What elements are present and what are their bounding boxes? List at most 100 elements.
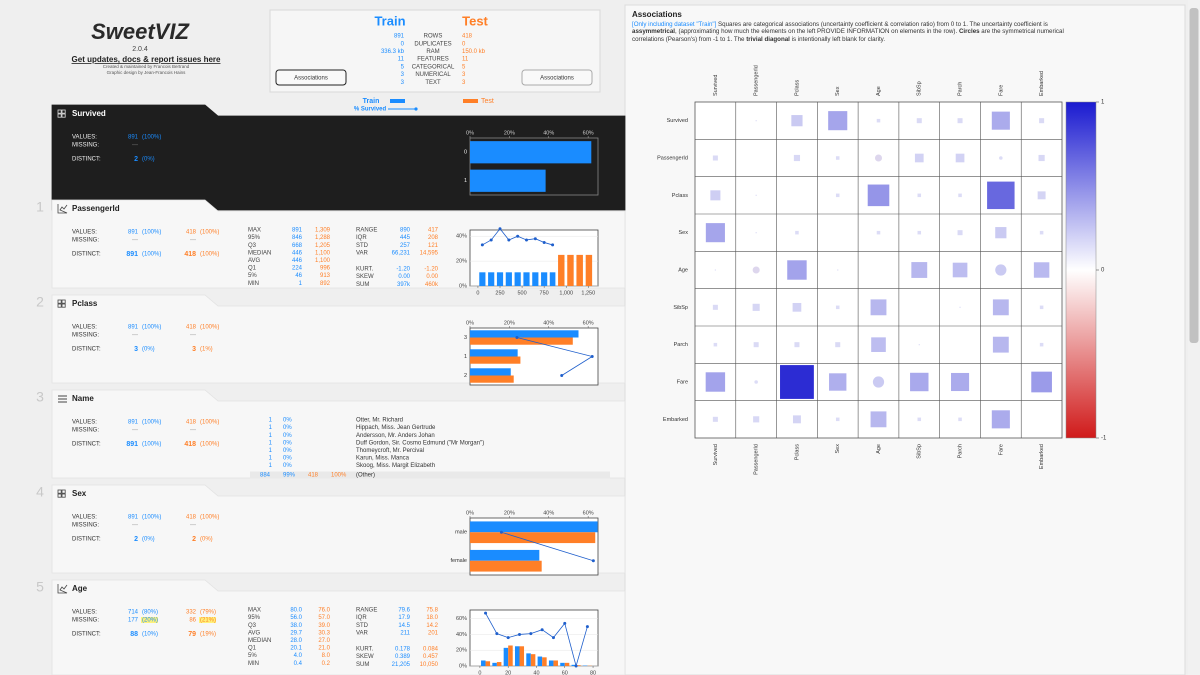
train-bar (571, 664, 577, 666)
association-square (755, 194, 757, 196)
summary-label: TEXT (425, 80, 441, 86)
train-value: 891 (128, 420, 139, 426)
train-stat: 446 (292, 258, 303, 264)
column-label: SibSp (917, 444, 923, 459)
train-pct: (100%) (142, 515, 161, 521)
train-pct: (0%) (142, 347, 155, 353)
association-square (835, 156, 840, 160)
test-pct: (100%) (200, 325, 219, 331)
column-label: SibSp (917, 81, 923, 96)
summary-test: 0 (462, 41, 466, 47)
stat-name: STD (356, 623, 369, 629)
association-square (837, 269, 839, 271)
train-stat: 21,205 (392, 662, 411, 668)
test-pct: (100%) (200, 442, 219, 448)
stat-name: Q1 (248, 646, 257, 652)
association-square (712, 416, 718, 422)
value-name: Hippach, Miss. Jean Gertrude (356, 425, 436, 431)
train-stat: 17.9 (398, 615, 410, 621)
target-dot (542, 240, 546, 244)
test-value: 418 (186, 420, 197, 426)
target-dot (495, 632, 499, 636)
feature-name: Sex (72, 489, 87, 498)
value-name: Skoog, Miss. Margit Elizabeth (356, 463, 435, 469)
feature-name: PassengerId (72, 204, 120, 213)
association-square (917, 417, 922, 422)
train-pct: (100%) (142, 230, 161, 236)
test-stat: 201 (428, 630, 439, 636)
button-label[interactable]: Associations (294, 76, 328, 82)
test-bar (470, 375, 514, 383)
stat-name: MAX (248, 228, 261, 234)
test-bar (508, 645, 513, 666)
train-bar (470, 349, 518, 357)
legend-swatch (463, 99, 478, 103)
icon (61, 299, 66, 304)
y-tick-label: 20% (456, 259, 467, 265)
x-tick-label: 60% (583, 130, 594, 136)
association-square (991, 111, 1010, 130)
icon (61, 113, 66, 118)
test-bar (542, 657, 547, 666)
association-square (787, 260, 807, 280)
train-bar (479, 272, 486, 286)
description-part: assymmetrical (632, 28, 675, 36)
icon (61, 303, 66, 308)
association-square (870, 299, 887, 316)
test-stat: 996 (320, 266, 331, 272)
target-dot (498, 227, 502, 231)
x-tick-label: 0% (466, 320, 474, 326)
association-square (712, 304, 718, 310)
test-bar (553, 660, 558, 666)
stat-name: MEDIAN (248, 250, 271, 256)
train-stat: 224 (292, 266, 303, 272)
feature-name: Name (72, 394, 94, 403)
train-pct: (100%) (142, 420, 161, 426)
x-tick-label: 0 (478, 670, 481, 675)
button[interactable] (521, 69, 593, 86)
associations-title: Associations (632, 10, 682, 19)
pct: 0% (283, 425, 292, 431)
association-square (828, 111, 848, 131)
train-stat: 668 (292, 243, 303, 249)
summary-label: DUPLICATES (414, 41, 451, 47)
button[interactable] (275, 69, 347, 86)
test-stat: 10,050 (420, 662, 439, 668)
test-value: 2 (192, 536, 196, 543)
train-pct: (100%) (142, 325, 161, 331)
y-tick-label: 40% (456, 234, 467, 240)
test-pct: (100%) (200, 515, 219, 521)
category-label: 1 (464, 178, 467, 184)
column-label: Embarked (1039, 444, 1045, 469)
test-stat: 75.8 (426, 608, 438, 614)
association-square (914, 153, 924, 163)
test-value: 418 (184, 251, 196, 258)
scrollbar-thumb[interactable] (1189, 8, 1199, 343)
association-square (712, 155, 718, 161)
association-square (910, 372, 929, 392)
association-square (918, 344, 920, 346)
row-label: Embarked (663, 417, 688, 423)
target-dot (533, 237, 537, 241)
count: 1 (269, 425, 273, 431)
train-bar (548, 660, 554, 666)
icon (57, 493, 62, 498)
target-dot (506, 636, 510, 640)
test-value: 418 (184, 441, 196, 448)
x-tick-label: 20% (504, 130, 515, 136)
target-dot (563, 621, 567, 625)
pct: 0% (283, 463, 292, 469)
test-stat: 121 (428, 243, 439, 249)
description-part: Circles (958, 28, 980, 36)
column-label: PassengerId (754, 444, 760, 475)
test-bar (519, 646, 525, 666)
pct: 0% (283, 456, 292, 462)
button-label[interactable]: Associations (540, 76, 574, 82)
x-tick-label: 60% (583, 320, 594, 326)
link[interactable]: Get updates, docs & report issues here (72, 55, 221, 64)
train-value: 891 (128, 325, 139, 331)
train-stat: 890 (400, 228, 411, 234)
row-label: Pclass (672, 193, 688, 199)
description-part: [Only including dataset "Train"] (632, 21, 717, 28)
